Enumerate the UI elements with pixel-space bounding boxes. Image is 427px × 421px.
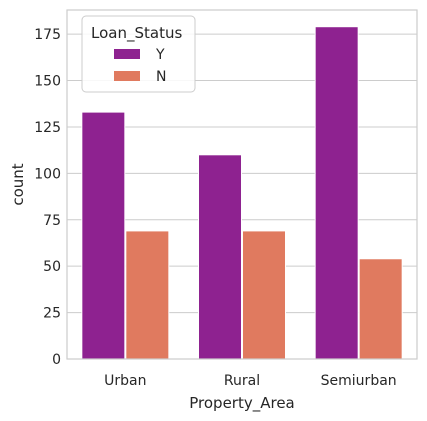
x-axis-label: Property_Area	[189, 394, 295, 413]
x-tick-label-rural: Rural	[224, 373, 260, 389]
y-tick-label-25: 25	[43, 306, 61, 322]
legend-swatch-y	[114, 49, 140, 59]
bar-urban-n	[125, 230, 170, 360]
y-tick-label-75: 75	[43, 213, 61, 229]
y-tick-label-175: 175	[34, 27, 61, 43]
x-tick-label-urban: Urban	[104, 373, 146, 389]
bar-semiurban-y	[314, 26, 359, 360]
y-tick-label-150: 150	[34, 74, 61, 90]
plot-frame	[66, 9, 418, 360]
y-tick-labels: 0 25 50 75 100 125 150 175	[34, 27, 61, 368]
bar-urban-y	[81, 111, 126, 360]
bars	[81, 26, 403, 360]
legend-title: Loan_Status	[91, 24, 182, 43]
x-tick-labels: Urban Rural Semiurban	[104, 373, 397, 389]
x-tick-label-semiurban: Semiurban	[321, 373, 397, 389]
legend-items: YN	[114, 47, 166, 85]
y-tick-label-125: 125	[34, 120, 61, 136]
y-tick-label-50: 50	[43, 259, 61, 275]
bar-rural-n	[242, 230, 286, 360]
legend-label-y: Y	[155, 47, 165, 63]
y-tick-label-100: 100	[34, 166, 61, 182]
legend-swatch-n	[114, 71, 140, 81]
y-tick-label-0: 0	[52, 352, 61, 368]
legend-label-n: N	[156, 69, 166, 85]
bar-rural-y	[198, 154, 242, 360]
legend: Loan_Status YN	[81, 15, 196, 93]
y-axis-label: count	[9, 163, 27, 205]
bar-semiurban-n	[358, 258, 403, 360]
